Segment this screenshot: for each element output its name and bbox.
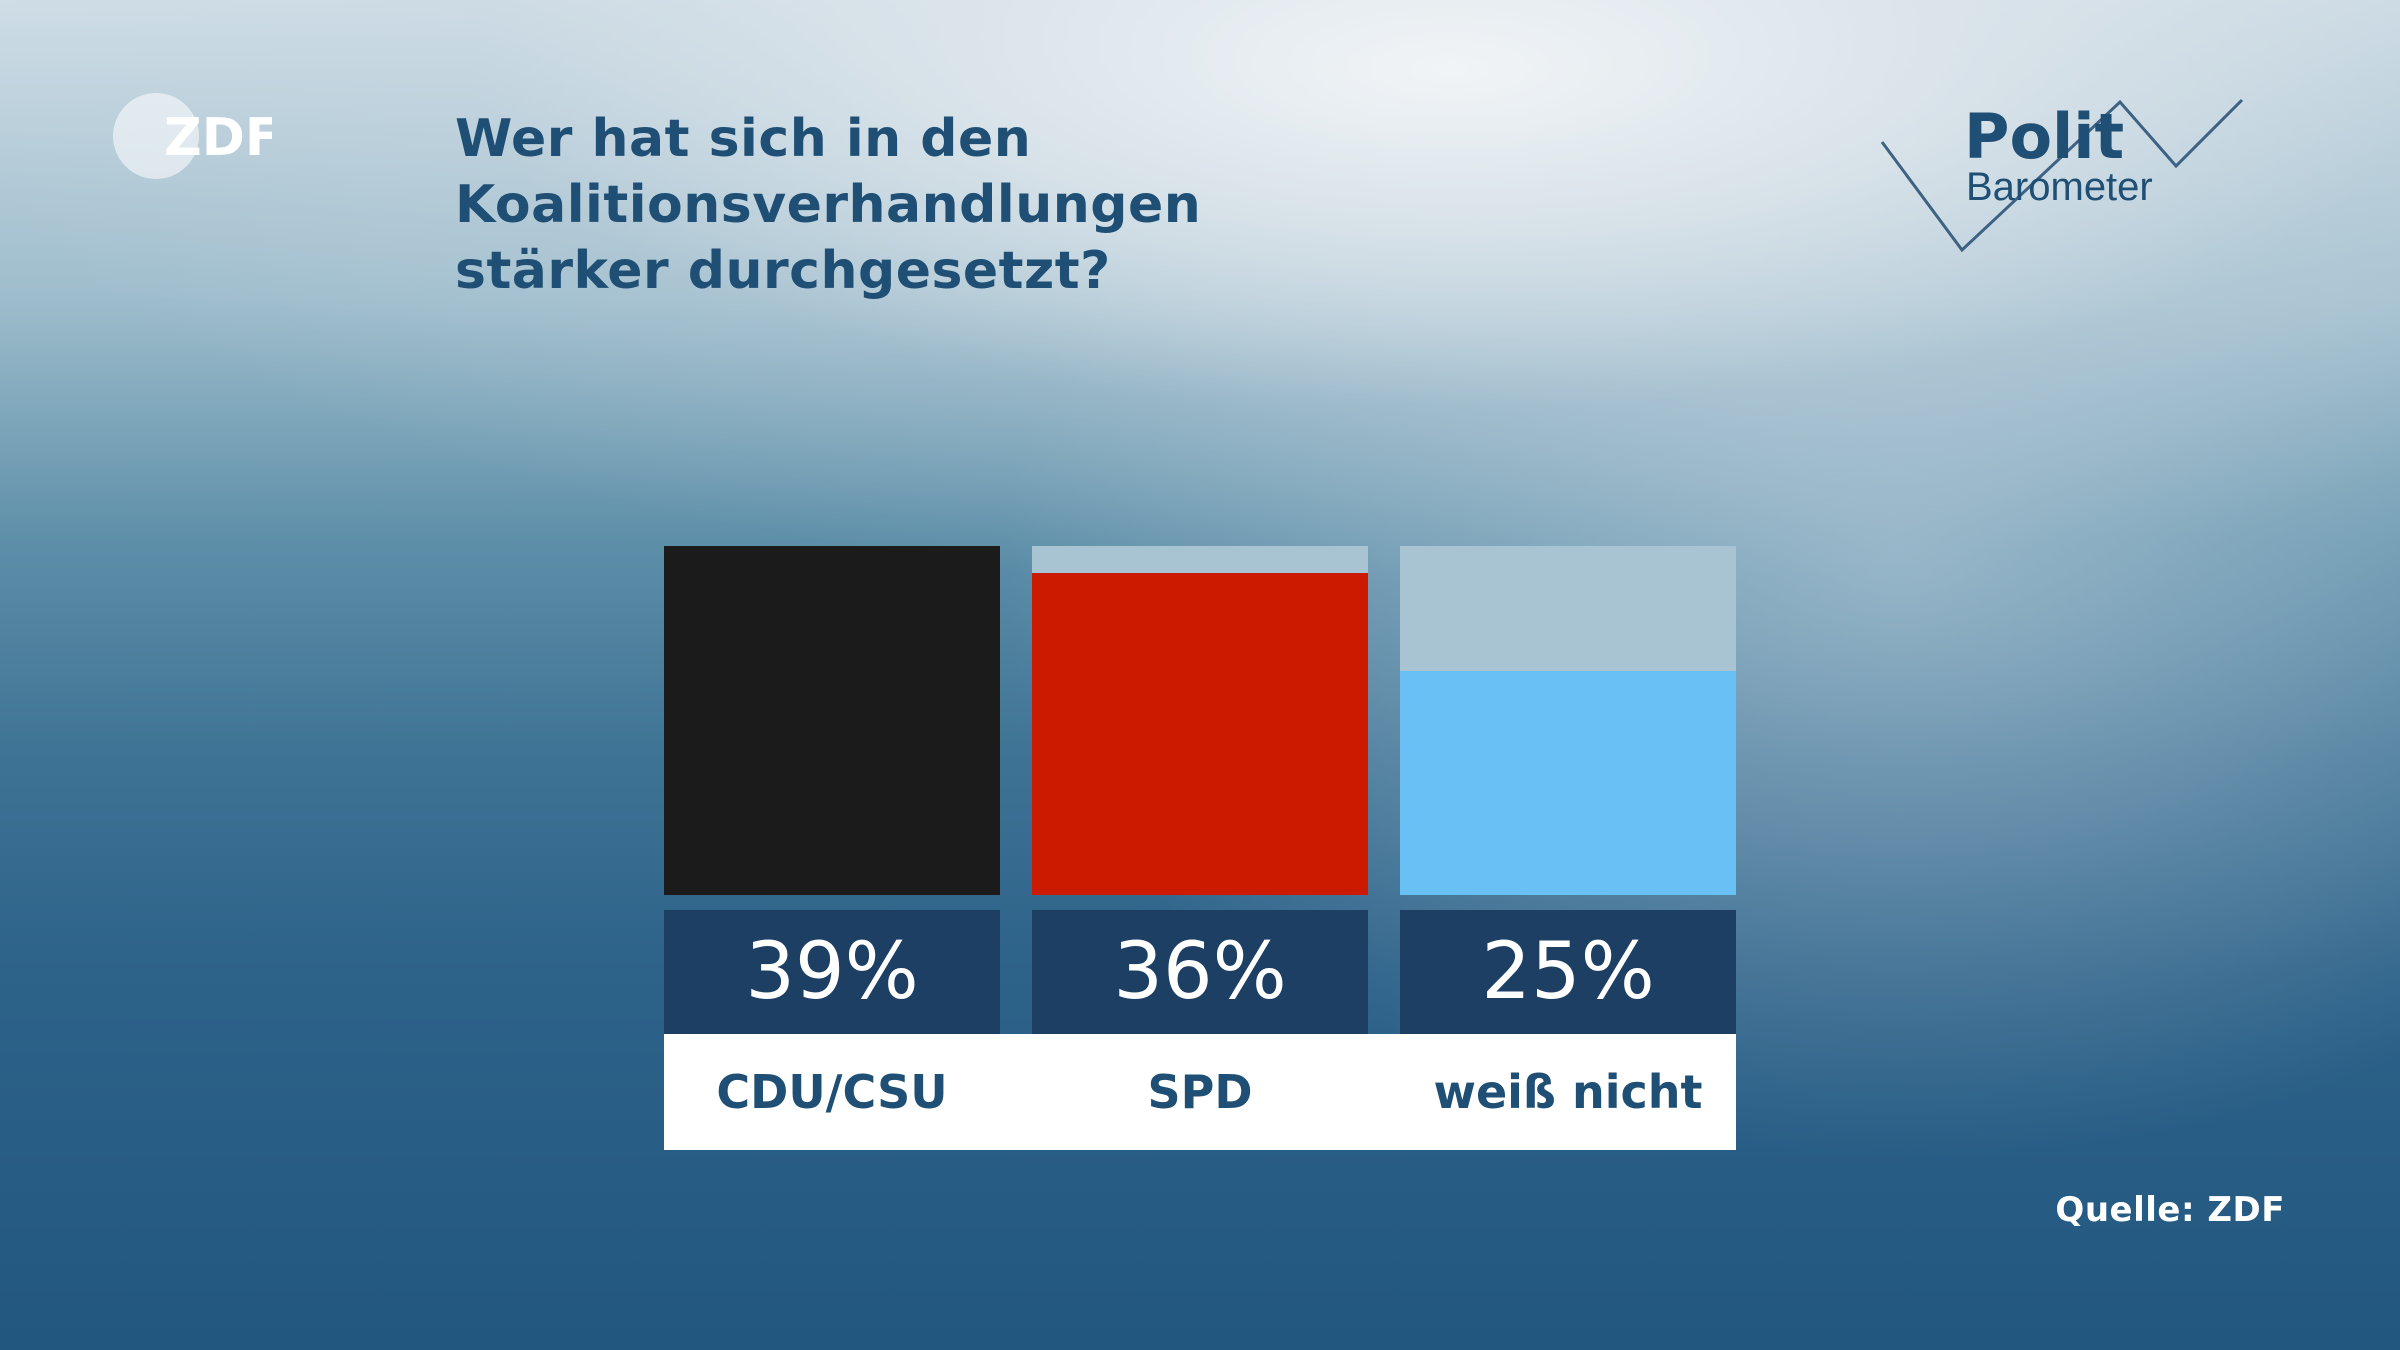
- category-label-spd: SPD: [1147, 1065, 1253, 1119]
- bar-track: [1032, 546, 1368, 895]
- title-line-1: Wer hat sich in den Koalitionsverhandlun…: [455, 109, 1202, 235]
- bar-column-cdu-csu: 39%: [664, 546, 1000, 1150]
- category-label-strip: CDU/CSU SPD weiß nicht: [664, 1034, 1736, 1150]
- bar-chart: 39% 36% 25% CDU/CSU SPD weiß nicht: [664, 546, 1736, 1150]
- polit-text: Polit: [1964, 100, 2125, 173]
- value-label-spd: 36%: [1032, 910, 1368, 1034]
- politbarometer-logo: Polit Barometer: [1876, 92, 2256, 262]
- zdf-logo: ZDF: [112, 88, 272, 184]
- source-note: Quelle: ZDF: [2055, 1190, 2285, 1230]
- title-line-2: stärker durchgesetzt?: [455, 241, 1111, 301]
- barometer-text: Barometer: [1966, 165, 2153, 209]
- value-label-weiss-nicht: 25%: [1400, 910, 1736, 1034]
- politbarometer-polit-word: Polit: [1964, 102, 2124, 172]
- zdf-logo-icon: ZDF: [113, 93, 272, 179]
- category-label-cdu-csu: CDU/CSU: [716, 1065, 948, 1119]
- bar-track: [664, 546, 1000, 895]
- page-title: Wer hat sich in den Koalitionsverhandlun…: [455, 106, 1755, 304]
- politbarometer-zigzag-icon: [1880, 98, 2244, 253]
- bar-track: [1400, 546, 1736, 895]
- bar-cdu-csu: [664, 546, 1000, 895]
- value-label-cdu-csu: 39%: [664, 910, 1000, 1034]
- politbarometer-barometer-word: Barometer: [1966, 164, 2153, 210]
- bar-column-spd: 36%: [1032, 546, 1368, 1150]
- category-label-weiss-nicht: weiß nicht: [1433, 1065, 1703, 1119]
- bar-column-weiss-nicht: 25%: [1400, 546, 1736, 1150]
- zdf-logo-text: ZDF: [164, 108, 272, 168]
- bar-spd: [1032, 573, 1368, 895]
- bar-weiss-nicht: [1400, 671, 1736, 895]
